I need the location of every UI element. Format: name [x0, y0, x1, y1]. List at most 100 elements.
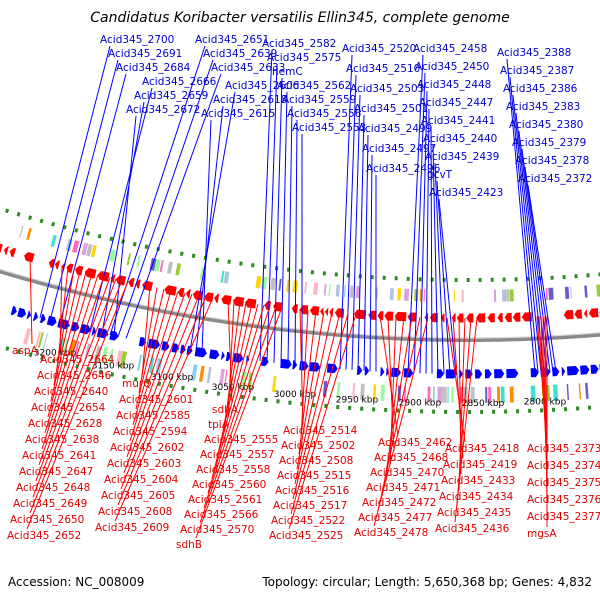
- kbp-scale-label: 2900 kbp: [399, 398, 442, 408]
- plus-gene-label: Acid345_2510: [346, 63, 420, 75]
- minus-gene-label: mgsA: [527, 528, 557, 540]
- map-title: Candidatus Koribacter versatilis Ellin34…: [90, 10, 509, 26]
- plus-gene-label: hemC: [272, 66, 303, 78]
- outer-feature-stripe: [101, 347, 109, 364]
- plus-strand-gene: [445, 369, 458, 379]
- plus-strand-gene: [280, 358, 292, 369]
- outer-feature-stripe: [496, 386, 501, 403]
- minus-strand-gene: [497, 313, 503, 323]
- plus-gene-label: Acid345_2387: [500, 65, 574, 77]
- minus-strand-gene: [329, 307, 334, 317]
- plus-gene-leader-line: [339, 54, 353, 370]
- inner-feature-stripe: [270, 277, 276, 291]
- inner-feature-stripe: [261, 276, 268, 290]
- plus-strand-gene: [299, 361, 309, 371]
- minus-gene-leader-line: [26, 281, 129, 530]
- inner-feature-stripe: [397, 288, 402, 301]
- outer-feature-stripe: [470, 386, 475, 403]
- plus-gene-label: Acid345_2450: [415, 61, 489, 73]
- minus-gene-leader-line: [446, 317, 466, 443]
- minus-gene-label: aspA: [12, 345, 39, 357]
- inner-feature-stripe: [403, 288, 410, 301]
- outer-feature-stripe: [432, 386, 435, 403]
- minus-gene-leader-line: [138, 287, 158, 394]
- minus-gene-label: Acid345_2377: [527, 511, 600, 523]
- inner-feature-stripe: [328, 283, 331, 296]
- minus-strand-gene: [588, 308, 599, 318]
- plus-gene-label: Acid345_2501: [354, 103, 428, 115]
- plus-gene-label: Acid345_2700: [100, 34, 174, 46]
- plus-gene-label: Acid345_2388: [497, 47, 571, 59]
- plus-gene-leader-line: [434, 162, 445, 374]
- plus-gene-leader-line: [512, 94, 542, 373]
- outer-feature-stripe: [485, 386, 488, 403]
- minus-strand-gene: [476, 313, 486, 323]
- inner-feature-stripe: [278, 278, 282, 291]
- plus-strand-gene: [39, 313, 46, 324]
- outer-feature-stripe: [84, 343, 91, 360]
- minus-strand-gene: [563, 310, 574, 320]
- minus-gene-label: Acid345_2502: [281, 440, 355, 452]
- inner-feature-stripe: [584, 285, 588, 298]
- inner-feature-stripe: [255, 275, 262, 289]
- inner-feature-stripe: [423, 289, 425, 302]
- minus-gene-label: Acid345_2525: [269, 530, 343, 542]
- minus-strand-gene: [204, 292, 214, 303]
- minus-strand-gene: [456, 313, 464, 323]
- plus-strand-gene: [138, 336, 147, 347]
- minus-gene-leader-line: [117, 296, 207, 506]
- inner-feature-stripe: [159, 260, 164, 273]
- minus-gene-leader-line: [454, 317, 478, 523]
- plus-gene-label: Acid345_2439: [425, 151, 499, 163]
- plus-gene-leader-line: [436, 180, 451, 374]
- plus-gene-leader-line: [524, 166, 554, 372]
- outer-feature-stripe: [360, 383, 365, 400]
- genome-backbone-highlight: [0, 268, 600, 339]
- minus-strand-gene: [310, 306, 320, 316]
- minus-strand-gene: [353, 309, 367, 320]
- minus-gene-label: Acid345_2436: [435, 523, 510, 535]
- minus-gene-leader-line: [300, 309, 309, 440]
- minus-strand-gene: [440, 313, 445, 323]
- minus-gene-label: Acid345_2601: [119, 394, 193, 406]
- plus-gene-leader-line: [419, 90, 428, 374]
- minus-gene-label: Acid345_2609: [95, 522, 169, 534]
- minus-gene-label: Acid345_2585: [116, 410, 190, 422]
- minus-gene-leader-line: [41, 274, 99, 450]
- plus-strand-gene: [561, 366, 566, 376]
- inner-feature-stripe: [461, 290, 464, 303]
- inner-feature-stripe: [175, 263, 182, 276]
- minus-gene-leader-line: [120, 295, 200, 490]
- inner-feature-stripe: [545, 288, 548, 301]
- kbp-scale-label: 3150 kbp: [92, 362, 135, 372]
- outer-feature-stripe: [442, 386, 447, 403]
- outer-feature-stripe: [137, 354, 143, 371]
- plus-gene-label: Acid345_2441: [421, 115, 495, 127]
- summary-text: Topology: circular; Length: 5,650,368 bp…: [261, 575, 592, 589]
- plus-gene-leader-line: [506, 58, 536, 373]
- minus-gene-label: Acid345_2435: [437, 507, 511, 519]
- minus-gene-leader-line: [38, 276, 105, 466]
- plus-gene-leader-line: [189, 91, 236, 351]
- minus-gene-leader-line: [381, 316, 413, 497]
- plus-strand-gene: [10, 305, 17, 316]
- minus-gene-leader-line: [47, 271, 87, 418]
- plus-strand-gene: [436, 369, 444, 379]
- outer-feature-stripe: [380, 384, 385, 401]
- plus-gene-label: Acid345_2666: [142, 76, 217, 88]
- outer-feature-stripe: [427, 386, 431, 403]
- plus-strand-gene: [91, 326, 97, 336]
- minus-strand-gene: [177, 287, 185, 298]
- minus-strand-gene: [142, 280, 154, 292]
- outer-feature-stripe: [578, 383, 582, 400]
- plus-gene-leader-line: [518, 130, 548, 373]
- minus-strand-gene: [214, 293, 220, 303]
- minus-gene-leader-line: [50, 270, 81, 402]
- minus-strand-gene: [368, 310, 377, 320]
- minus-gene-label: Acid345_2641: [22, 450, 96, 462]
- plus-strand-gene: [494, 369, 505, 379]
- minus-gene-label: Acid345_2558: [196, 464, 270, 476]
- plus-gene-label: Acid345_2379: [512, 137, 586, 149]
- plus-gene-label: Acid345_2684: [116, 62, 191, 74]
